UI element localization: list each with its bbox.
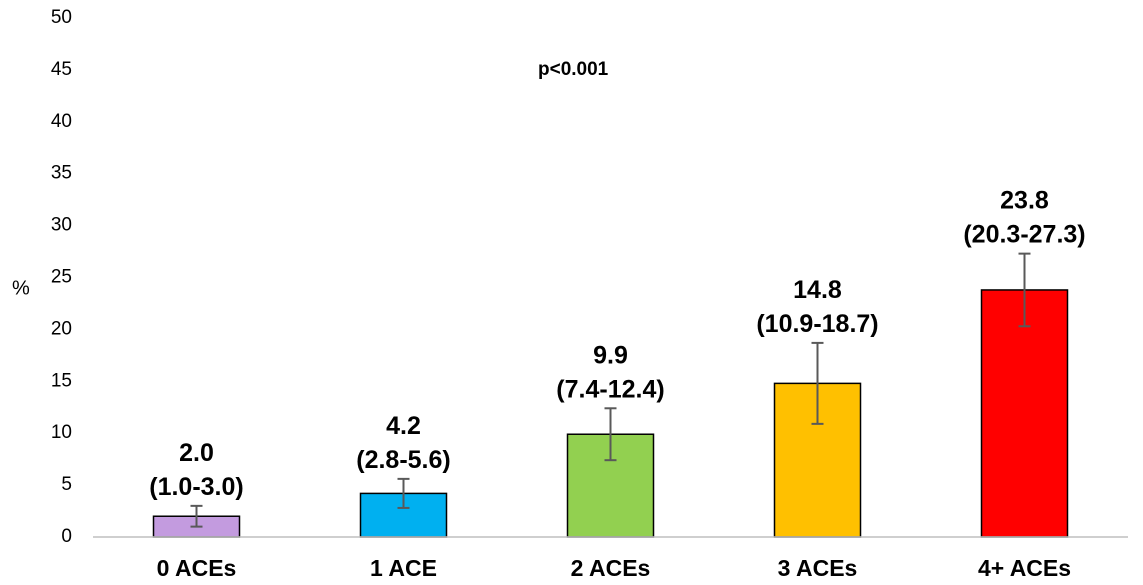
- x-category-label: 1 ACE: [370, 555, 437, 581]
- data-label-ci: (20.3-27.3): [963, 221, 1085, 249]
- error-bar: [604, 407, 617, 462]
- y-tick-label: 10: [51, 422, 72, 443]
- data-label-value: 4.2: [386, 412, 421, 440]
- y-tick-label: 15: [51, 370, 72, 391]
- data-label-ci: (7.4-12.4): [556, 375, 664, 403]
- error-bar: [397, 477, 410, 509]
- y-tick-label: 50: [51, 7, 72, 28]
- y-axis-ticks: 0 5 10 15 20 25 30 35 40 45 50: [51, 7, 72, 547]
- y-tick-label: 0: [61, 526, 72, 547]
- y-tick-label: 40: [51, 111, 72, 132]
- data-label-ci: (10.9-18.7): [756, 310, 878, 338]
- bar: [980, 289, 1069, 538]
- y-tick-label: 45: [51, 59, 72, 80]
- y-axis-label: %: [12, 277, 30, 299]
- data-label-value: 14.8: [793, 276, 842, 304]
- x-category-label: 2 ACEs: [571, 555, 651, 581]
- error-bar: [1018, 252, 1031, 328]
- error-bar: [190, 504, 203, 528]
- x-category-label: 3 ACEs: [778, 555, 858, 581]
- y-tick-label: 30: [51, 215, 72, 236]
- data-label-ci: (1.0-3.0): [149, 473, 243, 501]
- data-label-value: 23.8: [1000, 187, 1049, 215]
- data-label-value: 9.9: [593, 341, 628, 369]
- y-tick-label: 35: [51, 163, 72, 184]
- p-value-annotation: p<0.001: [538, 59, 609, 80]
- error-bar: [811, 341, 824, 425]
- y-tick-label: 25: [51, 267, 72, 288]
- bars: 2.0 (1.0-3.0) 4.2 (2.8-5.6) 9.9 (7.4-12.4) 14.…: [149, 187, 1086, 538]
- x-category-label: 4+ ACEs: [978, 555, 1071, 581]
- data-label-value: 2.0: [179, 439, 214, 467]
- x-category-label: 0 ACEs: [157, 555, 237, 581]
- x-axis-category-labels: 0 ACEs 1 ACE 2 ACEs 3 ACEs 4+ ACEs: [157, 555, 1071, 581]
- y-tick-label: 5: [61, 474, 72, 495]
- y-tick-label: 20: [51, 318, 72, 339]
- data-label-ci: (2.8-5.6): [356, 446, 450, 474]
